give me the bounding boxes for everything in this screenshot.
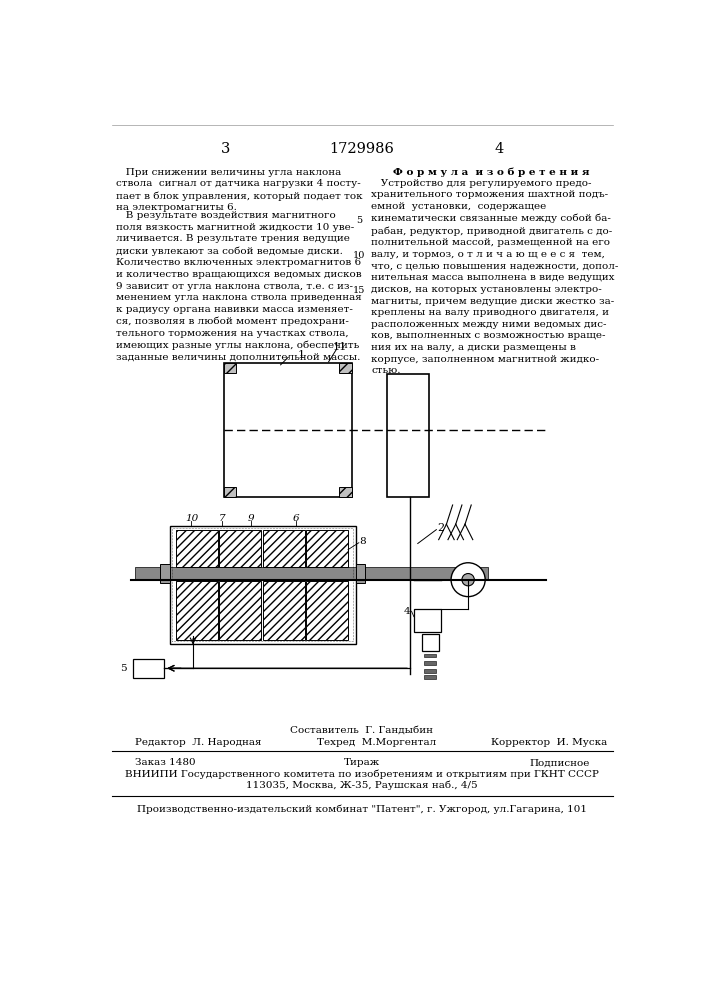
Text: 11: 11 — [333, 342, 347, 352]
Text: Корректор  И. Муска: Корректор И. Муска — [491, 738, 607, 747]
Text: Производственно-издательский комбинат "Патент", г. Ужгород, ул.Гагарина, 101: Производственно-издательский комбинат "П… — [137, 804, 587, 814]
Text: 5: 5 — [120, 664, 127, 673]
Bar — [356, 564, 365, 583]
Text: При снижении величины угла наклона
ствола  сигнал от датчика нагрузки 4 посту-
п: При снижении величины угла наклона ствол… — [115, 168, 362, 212]
Bar — [263, 581, 305, 640]
Text: Подписное: Подписное — [530, 758, 590, 767]
Text: 4: 4 — [404, 607, 411, 616]
Bar — [134, 659, 164, 678]
Text: 7: 7 — [218, 514, 225, 523]
Bar — [424, 661, 436, 665]
Circle shape — [462, 574, 474, 586]
Text: 8: 8 — [360, 537, 366, 546]
Bar — [160, 564, 170, 583]
Text: 2: 2 — [437, 523, 444, 533]
Text: 15: 15 — [353, 286, 365, 295]
Bar — [424, 654, 436, 657]
Text: Заказ 1480: Заказ 1480 — [135, 758, 196, 767]
Text: Техред  М.Моргентал: Техред М.Моргентал — [317, 738, 436, 747]
Text: Составитель  Г. Гандыбин: Составитель Г. Гандыбин — [291, 726, 433, 735]
Bar — [387, 374, 429, 497]
Bar — [306, 530, 348, 567]
Text: 1: 1 — [298, 350, 305, 360]
Bar — [219, 530, 261, 567]
Text: 113035, Москва, Ж-35, Раушская наб., 4/5: 113035, Москва, Ж-35, Раушская наб., 4/5 — [246, 781, 478, 790]
Bar — [172, 528, 354, 641]
Bar — [306, 581, 348, 640]
Text: 10: 10 — [185, 514, 198, 523]
Text: В результате воздействия магнитного
поля вязкость магнитной жидкости 10 уве-
лич: В результате воздействия магнитного поля… — [115, 211, 361, 362]
Bar — [135, 567, 488, 580]
Bar — [339, 487, 352, 497]
Bar — [224, 363, 352, 497]
Text: Ф о р м у л а  и з о б р е т е н и я: Ф о р м у л а и з о б р е т е н и я — [393, 168, 590, 177]
Bar — [339, 363, 352, 373]
Text: Тираж: Тираж — [344, 758, 380, 767]
Bar — [176, 530, 218, 567]
Bar — [176, 581, 218, 640]
Text: 9: 9 — [248, 514, 255, 523]
Bar — [224, 363, 236, 373]
Bar — [424, 675, 436, 679]
Text: 5: 5 — [356, 216, 362, 225]
Text: ВНИИПИ Государственного комитета по изобретениям и открытиям при ГКНТ СССР: ВНИИПИ Государственного комитета по изоб… — [125, 770, 599, 779]
Text: 6: 6 — [293, 514, 299, 523]
Text: 4: 4 — [494, 142, 504, 156]
Bar — [263, 530, 305, 567]
Bar — [224, 487, 236, 497]
Bar — [170, 526, 356, 644]
Bar — [219, 581, 261, 640]
Text: Устройство для регулируемого предо-
хранительного торможения шахтной подъ-
емной: Устройство для регулируемого предо- хран… — [371, 179, 619, 375]
Bar — [421, 634, 438, 651]
Bar — [414, 609, 441, 632]
Text: 1729986: 1729986 — [329, 142, 395, 156]
Bar — [424, 669, 436, 673]
Text: 10: 10 — [353, 251, 365, 260]
Text: Редактор  Л. Народная: Редактор Л. Народная — [135, 738, 262, 747]
Circle shape — [451, 563, 485, 597]
Text: 3: 3 — [221, 142, 230, 156]
